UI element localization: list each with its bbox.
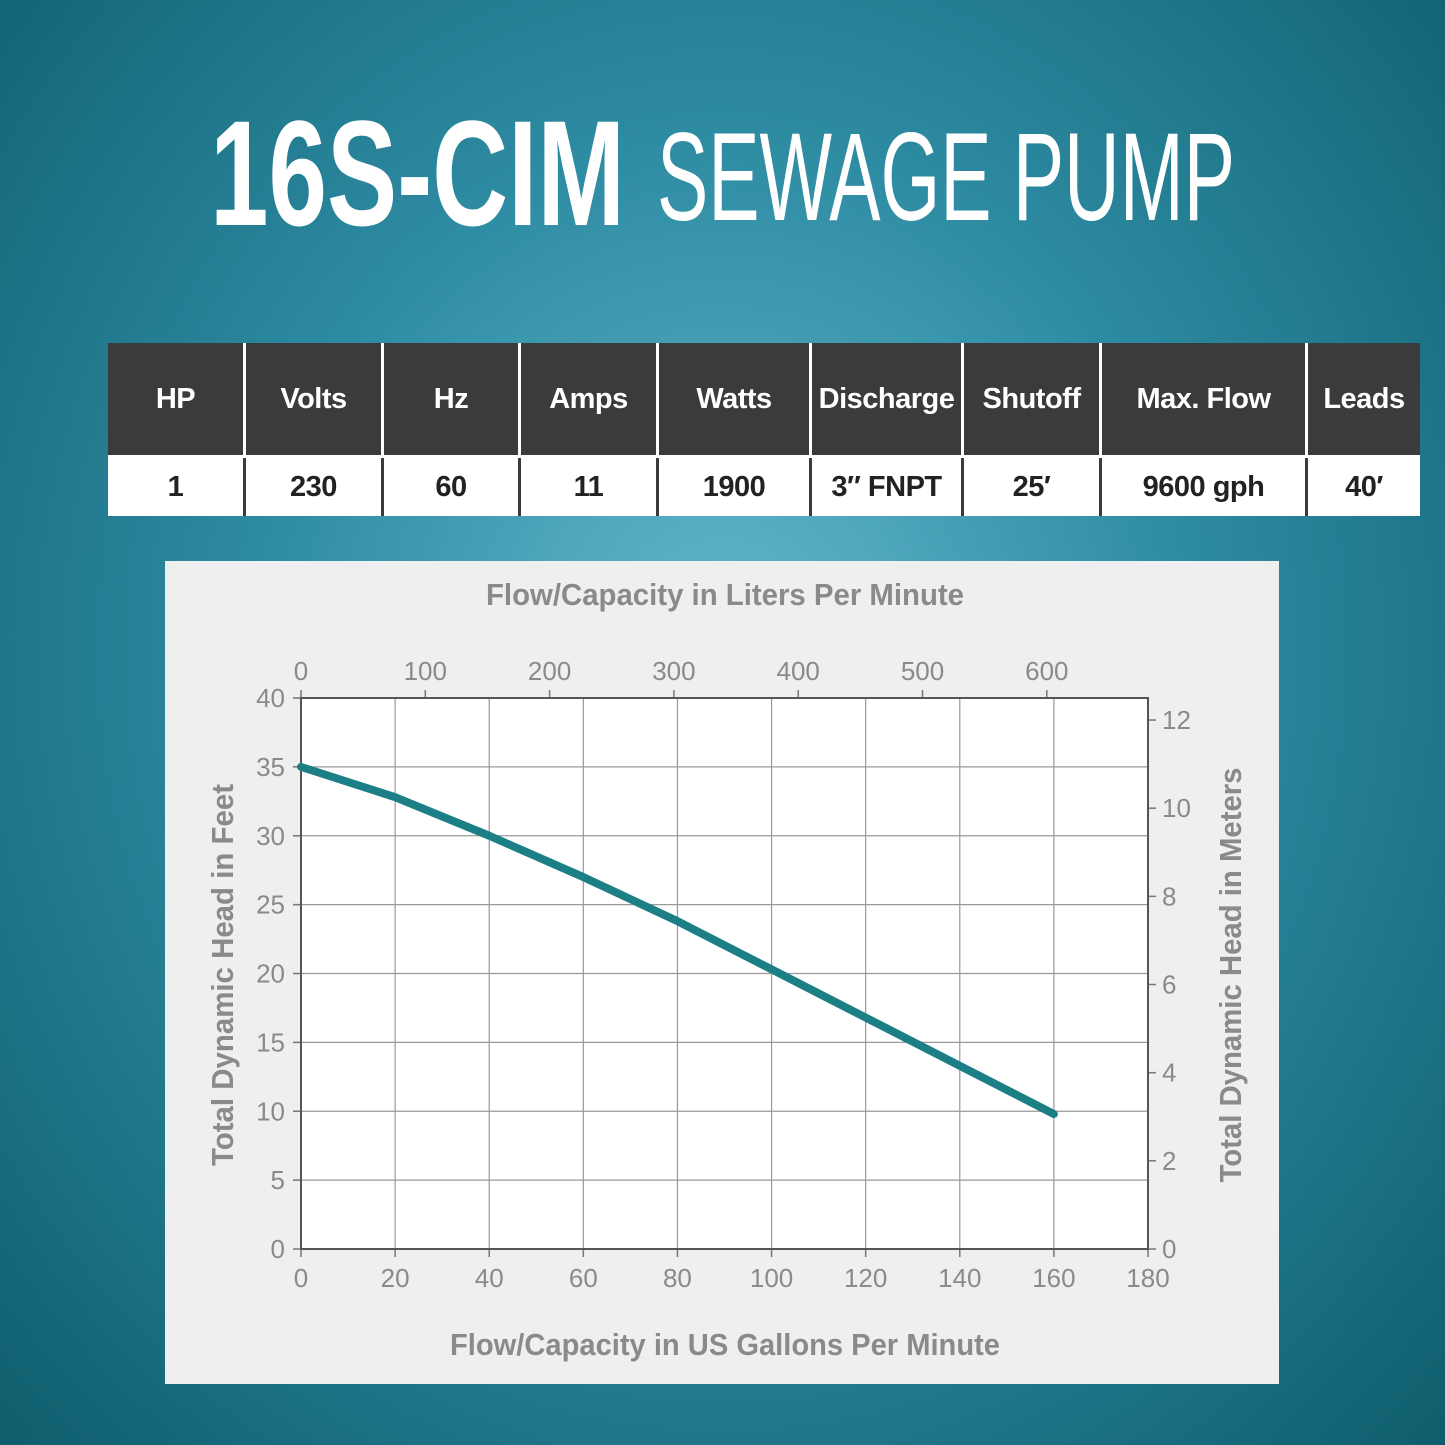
x-tick-label: 120 (844, 1263, 887, 1293)
x2-tick-label: 300 (652, 656, 695, 686)
column-header: Watts (656, 343, 811, 457)
spec-table: HP Volts Hz Amps Watts Discharge Shutoff Max. F… (108, 343, 1420, 516)
column-header: Shutoff (961, 343, 1101, 457)
x2-tick-label: 0 (294, 656, 308, 686)
y2-tick-label: 0 (1162, 1234, 1176, 1264)
x-axis-title: Flow/Capacity in US Gallons Per Minute (450, 1327, 1000, 1362)
x2-tick-label: 100 (404, 656, 447, 686)
y-tick-label: 5 (271, 1165, 285, 1195)
y-tick-label: 40 (256, 683, 285, 713)
y-tick-label: 15 (256, 1027, 285, 1057)
table-cell: 11 (518, 455, 658, 516)
y2-tick-label: 12 (1162, 705, 1191, 735)
x-tick-label: 100 (750, 1263, 793, 1293)
x-tick-label: 160 (1032, 1263, 1075, 1293)
x-tick-label: 80 (663, 1263, 692, 1293)
plot-frame (300, 697, 1149, 1250)
x-tick-label: 60 (569, 1263, 598, 1293)
column-header: Amps (518, 343, 658, 457)
table-cell: 3″ FNPT (809, 455, 963, 516)
x-tick-label: 180 (1126, 1263, 1169, 1293)
x-tick-label: 0 (294, 1263, 308, 1293)
x-tick-label: 140 (938, 1263, 981, 1293)
table-cell: 1 (108, 455, 245, 516)
y-tick-label: 35 (256, 752, 285, 782)
column-header: Leads (1305, 343, 1420, 457)
x-tick-label: 40 (475, 1263, 504, 1293)
column-header: HP (108, 343, 245, 457)
y-tick-label: 10 (256, 1096, 285, 1126)
x2-tick-label: 500 (901, 656, 944, 686)
x2-tick-label: 200 (528, 656, 571, 686)
y2-tick-label: 8 (1162, 881, 1176, 911)
y2-tick-label: 10 (1162, 793, 1191, 823)
table-cell: 1900 (656, 455, 811, 516)
table-cell: 40′ (1305, 455, 1420, 516)
x2-tick-label: 400 (777, 656, 820, 686)
y-tick-label: 20 (256, 959, 285, 989)
table-cell: 9600 gph (1099, 455, 1307, 516)
column-header: Discharge (809, 343, 963, 457)
y2-tick-label: 4 (1162, 1058, 1176, 1088)
y2-tick-label: 2 (1162, 1146, 1176, 1176)
x2-tick-label: 600 (1025, 656, 1068, 686)
y2-tick-label: 6 (1162, 970, 1176, 1000)
column-header: Max. Flow (1099, 343, 1307, 457)
column-header: Volts (243, 343, 383, 457)
y-tick-label: 30 (256, 821, 285, 851)
page-title: SEWAGE PUMP (657, 108, 1235, 247)
table-row: 1 230 60 11 1900 3″ FNPT 25′ 9600 gph 40′ (108, 455, 1420, 516)
table-cell: 60 (381, 455, 520, 516)
performance-curve (297, 762, 1058, 1119)
y-axis-title: Total Dynamic Head in Feet (205, 784, 240, 1166)
y-tick-label: 0 (271, 1234, 285, 1264)
y2-axis-title: Total Dynamic Head in Meters (1213, 768, 1248, 1183)
x2-axis-title: Flow/Capacity in Liters Per Minute (486, 577, 964, 612)
column-header: Hz (381, 343, 520, 457)
table-cell: 230 (243, 455, 383, 516)
model-name: 16S-CIM (210, 89, 625, 257)
table-cell: 25′ (961, 455, 1101, 516)
y-tick-label: 25 (256, 890, 285, 920)
x-tick-label: 20 (381, 1263, 410, 1293)
